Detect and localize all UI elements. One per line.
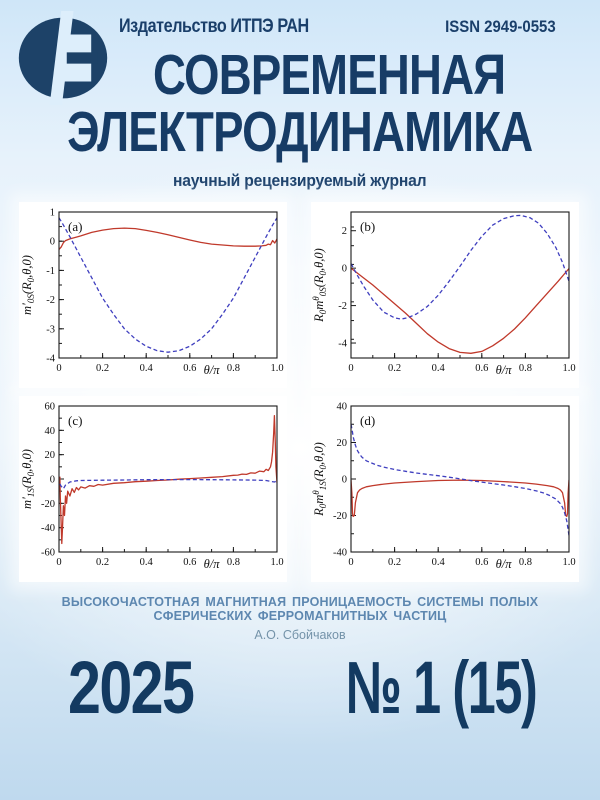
svg-text:-20: -20 — [41, 499, 55, 510]
svg-text:(b): (b) — [360, 219, 375, 234]
svg-text:θ/π: θ/π — [204, 363, 221, 377]
svg-text:θ/π: θ/π — [496, 363, 513, 377]
svg-text:0: 0 — [348, 363, 353, 374]
svg-text:20: 20 — [45, 450, 56, 461]
svg-text:-40: -40 — [333, 548, 347, 559]
svg-text:m′1S(R0,θ,0): m′1S(R0,θ,0) — [20, 449, 36, 509]
svg-text:60: 60 — [45, 402, 56, 413]
article-author: А.О. Сбойчаков — [254, 627, 346, 642]
svg-text:20: 20 — [337, 438, 348, 449]
chart-panel-b: 0 0.2 0.4 0.6 0.8 1.0 2 0 -2 -4 θ/π R0mθ0S(R0,θ,0) (… — [311, 202, 579, 388]
svg-text:0: 0 — [56, 557, 61, 568]
chart-panel-c: 0 0.2 0.4 0.6 0.8 1.0 60 40 20 0 -20 -40 -60 θ/π m′1S(… — [19, 396, 287, 582]
svg-text:0: 0 — [50, 237, 55, 248]
issn-number: ISSN 2949-0553 — [445, 17, 556, 36]
svg-text:0: 0 — [50, 475, 55, 486]
featured-article: ВЫСОКОЧАСТОТНАЯ МАГНИТНАЯ ПРОНИЦАЕМОСТЬ … — [22, 595, 578, 642]
issue-number: № 1 (15) — [345, 646, 537, 729]
svg-text:-60: -60 — [41, 548, 55, 559]
issue-year: 2025 — [68, 646, 195, 729]
svg-text:0: 0 — [348, 557, 353, 568]
svg-text:0.8: 0.8 — [227, 557, 240, 568]
svg-text:0.4: 0.4 — [432, 557, 446, 568]
svg-text:0: 0 — [56, 363, 61, 374]
svg-text:1.0: 1.0 — [270, 557, 283, 568]
svg-text:-4: -4 — [46, 354, 55, 365]
svg-text:θ/π: θ/π — [204, 557, 221, 571]
chart-panel-d: 0 0.2 0.4 0.6 0.8 1.0 40 20 0 -20 -40 θ/π R0mθ1S(R0,… — [311, 396, 579, 582]
svg-text:0.6: 0.6 — [475, 557, 488, 568]
svg-text:(a): (a) — [68, 219, 82, 234]
svg-text:0.4: 0.4 — [432, 363, 446, 374]
journal-title-line-1: СОВРЕМЕННАЯ — [152, 43, 506, 107]
svg-text:0.8: 0.8 — [519, 363, 532, 374]
svg-text:-3: -3 — [46, 324, 55, 335]
svg-text:40: 40 — [45, 426, 56, 437]
svg-text:m′0S(R0,θ,0): m′0S(R0,θ,0) — [20, 255, 36, 315]
svg-text:0.8: 0.8 — [227, 363, 240, 374]
svg-text:-2: -2 — [46, 295, 55, 306]
svg-text:-1: -1 — [46, 266, 55, 277]
svg-text:1.0: 1.0 — [562, 363, 575, 374]
svg-text:-4: -4 — [338, 339, 347, 350]
svg-text:0.8: 0.8 — [519, 557, 532, 568]
svg-text:R0mθ0S(R0,θ,0): R0mθ0S(R0,θ,0) — [311, 248, 328, 323]
svg-text:0.2: 0.2 — [388, 363, 401, 374]
svg-text:0.6: 0.6 — [475, 363, 488, 374]
article-title: ВЫСОКОЧАСТОТНАЯ МАГНИТНАЯ ПРОНИЦАЕМОСТЬ … — [61, 595, 539, 624]
se-journal-logo-icon — [18, 11, 108, 105]
svg-text:0.2: 0.2 — [388, 557, 401, 568]
svg-text:0.6: 0.6 — [183, 557, 196, 568]
svg-text:0.2: 0.2 — [96, 363, 109, 374]
svg-text:-20: -20 — [333, 511, 347, 522]
svg-text:(d): (d) — [360, 413, 375, 428]
svg-text:0.6: 0.6 — [183, 363, 196, 374]
svg-text:1.0: 1.0 — [562, 557, 575, 568]
journal-title-line-2: ЭЛЕКТРОДИНАМИКА — [67, 100, 533, 164]
svg-text:0.4: 0.4 — [140, 363, 154, 374]
publisher-name: Издательство ИТПЭ РАН — [119, 16, 309, 37]
svg-text:R0mθ1S(R0,θ,0): R0mθ1S(R0,θ,0) — [311, 442, 328, 517]
svg-text:-40: -40 — [41, 523, 55, 534]
svg-text:0: 0 — [342, 475, 347, 486]
cover-figure-grid: 0 0.2 0.4 0.6 0.8 1.0 1 0 -1 -2 -3 -4 θ/π m′0S(R0,θ,0… — [0, 202, 600, 582]
svg-text:0.2: 0.2 — [96, 557, 109, 568]
svg-text:2: 2 — [342, 226, 347, 237]
svg-text:(c): (c) — [68, 413, 82, 428]
journal-subtitle: научный рецензируемый журнал — [173, 171, 427, 190]
svg-text:0: 0 — [342, 264, 347, 275]
chart-panel-a: 0 0.2 0.4 0.6 0.8 1.0 1 0 -1 -2 -3 -4 θ/π m′0S(R0,θ,0… — [19, 202, 287, 388]
svg-text:1: 1 — [50, 208, 55, 219]
svg-text:-2: -2 — [338, 301, 347, 312]
svg-text:40: 40 — [337, 402, 348, 413]
svg-text:θ/π: θ/π — [496, 557, 513, 571]
svg-text:1.0: 1.0 — [270, 363, 283, 374]
svg-text:0.4: 0.4 — [140, 557, 154, 568]
